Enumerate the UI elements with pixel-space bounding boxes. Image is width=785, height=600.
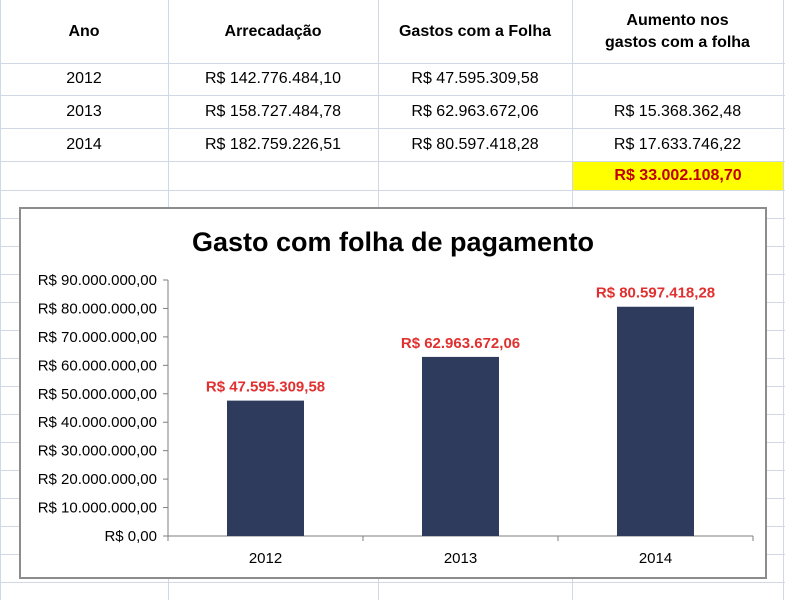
y-tick-label: R$ 60.000.000,00 <box>38 357 157 374</box>
grid-line <box>0 582 785 583</box>
header-aumento[interactable]: Aumento nos gastos com a folha <box>572 0 783 63</box>
bar-2014 <box>617 306 694 536</box>
y-tick-label: R$ 50.000.000,00 <box>38 386 157 403</box>
grid-line <box>0 95 785 96</box>
header-aumento-line2: gastos com a folha <box>605 33 750 51</box>
bar-2013 <box>422 356 499 536</box>
y-tick-label: R$ 20.000.000,00 <box>38 471 157 488</box>
cell-ano-2014[interactable]: 2014 <box>66 135 102 153</box>
cell-folha-2014[interactable]: R$ 80.597.418,28 <box>411 135 539 153</box>
cell-ano-2012[interactable]: 2012 <box>66 70 102 87</box>
cell-arrecadacao-2012[interactable]: R$ 142.776.484,10 <box>204 70 342 87</box>
grid-line <box>0 63 785 64</box>
x-tick-label-2012: 2012 <box>249 550 282 567</box>
grid-line <box>0 161 785 162</box>
grid-line <box>0 0 1 600</box>
y-tick-label: R$ 0,00 <box>104 528 157 545</box>
cell-ano-2013[interactable]: 2013 <box>66 102 102 120</box>
data-label-2013: R$ 62.963.672,06 <box>401 335 520 352</box>
chart-area[interactable]: Gasto com folha de pagamento R$ 0,00 R$ 1… <box>19 207 767 579</box>
header-aumento-line1: Aumento nos <box>626 11 729 29</box>
bar-chart: Gasto com folha de pagamento R$ 0,00 R$ 1… <box>38 227 754 567</box>
cell-aumento-2013[interactable]: R$ 15.368.362,48 <box>613 102 742 120</box>
y-tick-label: R$ 90.000.000,00 <box>38 272 157 289</box>
grid-line <box>783 0 784 600</box>
data-label-2014: R$ 80.597.418,28 <box>596 285 715 302</box>
cell-arrecadacao-2014[interactable]: R$ 182.759.226,51 <box>204 135 342 153</box>
cell-folha-2013[interactable]: R$ 62.963.672,06 <box>411 102 539 120</box>
x-tick-label-2013: 2013 <box>444 550 477 567</box>
cell-total-aumento[interactable]: R$ 33.002.108,70 <box>573 162 783 190</box>
header-ano[interactable]: Ano <box>68 22 100 40</box>
y-tick-label: R$ 10.000.000,00 <box>38 500 157 517</box>
cell-aumento-2014[interactable]: R$ 17.633.746,22 <box>613 135 742 153</box>
x-tick-label-2014: 2014 <box>639 550 672 567</box>
grid-line <box>0 128 785 129</box>
bar-2012 <box>227 400 304 536</box>
y-tick-label: R$ 40.000.000,00 <box>38 414 157 431</box>
header-gastos-folha[interactable]: Gastos com a Folha <box>398 22 552 40</box>
cell-folha-2012[interactable]: R$ 47.595.309,58 <box>411 70 539 87</box>
header-arrecadacao[interactable]: Arrecadação <box>224 22 322 40</box>
chart-title: Gasto com folha de pagamento <box>192 227 594 257</box>
y-tick-label: R$ 70.000.000,00 <box>38 329 157 346</box>
cell-aumento-2012[interactable] <box>572 63 783 95</box>
cell-arrecadacao-2013[interactable]: R$ 158.727.484,78 <box>204 102 342 120</box>
y-tick-label: R$ 80.000.000,00 <box>38 300 157 317</box>
grid-line <box>0 190 785 191</box>
y-tick-label: R$ 30.000.000,00 <box>38 443 157 460</box>
data-label-2012: R$ 47.595.309,58 <box>206 379 325 396</box>
